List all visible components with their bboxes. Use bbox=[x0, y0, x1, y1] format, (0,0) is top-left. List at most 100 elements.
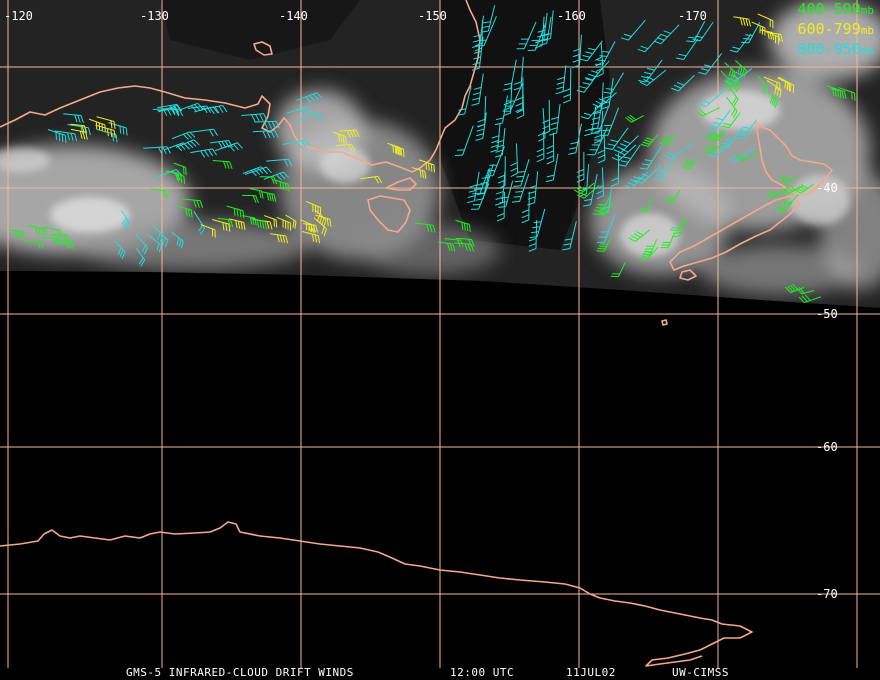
legend-entry-400-599: 400-599mb bbox=[798, 0, 874, 20]
wind-barb bbox=[545, 153, 559, 183]
wind-barb bbox=[784, 283, 805, 293]
wind-barb bbox=[475, 167, 491, 201]
wind-barb bbox=[297, 112, 325, 122]
legend-unit: mb bbox=[860, 4, 874, 17]
wind-barb bbox=[640, 134, 659, 147]
wind-barb bbox=[360, 175, 383, 184]
wind-barb bbox=[466, 171, 480, 204]
wind-barb bbox=[720, 70, 733, 92]
coastline-nz-south bbox=[669, 195, 801, 271]
wind-barb bbox=[642, 239, 658, 255]
producer-credit: UW-CIMSS bbox=[672, 666, 729, 679]
wind-barb bbox=[731, 72, 741, 93]
wind-barb bbox=[686, 21, 706, 43]
wind-barb bbox=[228, 218, 246, 230]
wind-barb bbox=[415, 222, 436, 233]
wind-barb bbox=[735, 119, 757, 140]
wind-barb bbox=[95, 124, 116, 138]
wind-barb bbox=[150, 188, 169, 199]
wind-barb bbox=[252, 130, 279, 139]
wind-barb bbox=[296, 92, 323, 103]
wind-barb bbox=[757, 13, 774, 29]
wind-barb bbox=[254, 120, 280, 129]
wind-barb bbox=[212, 160, 233, 170]
wind-barb bbox=[498, 180, 514, 208]
wind-barb bbox=[546, 132, 555, 165]
wind-barb bbox=[733, 16, 752, 27]
wind-barb bbox=[721, 112, 741, 129]
legend-unit: mb bbox=[860, 24, 874, 37]
wind-barb bbox=[610, 262, 626, 278]
wind-barb bbox=[175, 139, 200, 150]
wind-barb bbox=[726, 96, 738, 119]
wind-barb bbox=[472, 168, 490, 195]
wind-barb bbox=[766, 189, 787, 199]
wind-barb bbox=[528, 220, 538, 252]
wind-barb bbox=[70, 128, 88, 140]
wind-barb bbox=[596, 238, 612, 252]
longitude-label: -130 bbox=[140, 9, 169, 23]
wind-barb bbox=[302, 230, 320, 244]
wind-barb bbox=[120, 210, 130, 229]
wind-barb bbox=[455, 125, 474, 157]
wind-barb bbox=[826, 85, 842, 98]
wind-barb bbox=[455, 219, 471, 233]
wind-barb bbox=[212, 219, 231, 232]
legend-entry-800-950: 800-950mb bbox=[798, 40, 874, 60]
wind-barb bbox=[796, 286, 815, 295]
wind-barb bbox=[699, 88, 727, 108]
wind-barb bbox=[639, 146, 662, 170]
wind-barb bbox=[283, 139, 311, 149]
wind-barb bbox=[8, 229, 25, 239]
wind-barb bbox=[201, 105, 228, 114]
wind-barb bbox=[676, 38, 699, 60]
wind-barb bbox=[266, 158, 293, 167]
wind-barb bbox=[603, 72, 624, 94]
wind-barb bbox=[27, 224, 47, 237]
wind-barb bbox=[665, 189, 681, 204]
wind-barb bbox=[419, 159, 436, 173]
wind-barb bbox=[286, 106, 312, 116]
wind-barb bbox=[751, 21, 766, 36]
wind-barb bbox=[698, 53, 723, 75]
wind-barb bbox=[625, 114, 645, 123]
wind-barb bbox=[47, 129, 67, 144]
wind-barb bbox=[113, 240, 126, 259]
wind-barb bbox=[572, 34, 582, 69]
wind-barb bbox=[778, 175, 799, 184]
wind-barb bbox=[179, 102, 204, 112]
wind-barb bbox=[707, 109, 731, 133]
wind-barb bbox=[617, 144, 641, 167]
wind-barb bbox=[171, 131, 196, 141]
longitude-label: -120 bbox=[4, 9, 33, 23]
wind-barb bbox=[596, 167, 605, 200]
wind-barb bbox=[637, 34, 662, 53]
wind-barb bbox=[242, 194, 259, 203]
wind-barb bbox=[49, 234, 71, 243]
wind-barb bbox=[182, 198, 204, 208]
wind-barb bbox=[503, 59, 517, 91]
wind-barb bbox=[153, 226, 169, 248]
wind-barb bbox=[496, 191, 505, 222]
wind-barb bbox=[659, 133, 677, 146]
wind-barb bbox=[54, 130, 78, 142]
wind-barb bbox=[43, 226, 63, 238]
wind-barb bbox=[471, 36, 484, 71]
wind-barb bbox=[628, 229, 651, 242]
wind-barb bbox=[653, 24, 680, 45]
wind-barb bbox=[568, 123, 582, 155]
wind-barb bbox=[729, 87, 739, 107]
coastline-tasmania bbox=[367, 195, 411, 233]
wind-barb bbox=[781, 194, 799, 206]
wind-barb bbox=[577, 184, 600, 199]
wind-barb bbox=[639, 196, 654, 212]
wind-barb bbox=[510, 143, 519, 177]
wind-barb bbox=[671, 74, 695, 92]
wind-barb bbox=[555, 65, 567, 95]
wind-barb bbox=[696, 107, 720, 117]
wind-barb bbox=[244, 166, 272, 175]
valid-date: 11JUL02 bbox=[566, 666, 616, 679]
wind-barb bbox=[587, 127, 608, 156]
wind-barb bbox=[529, 208, 546, 239]
